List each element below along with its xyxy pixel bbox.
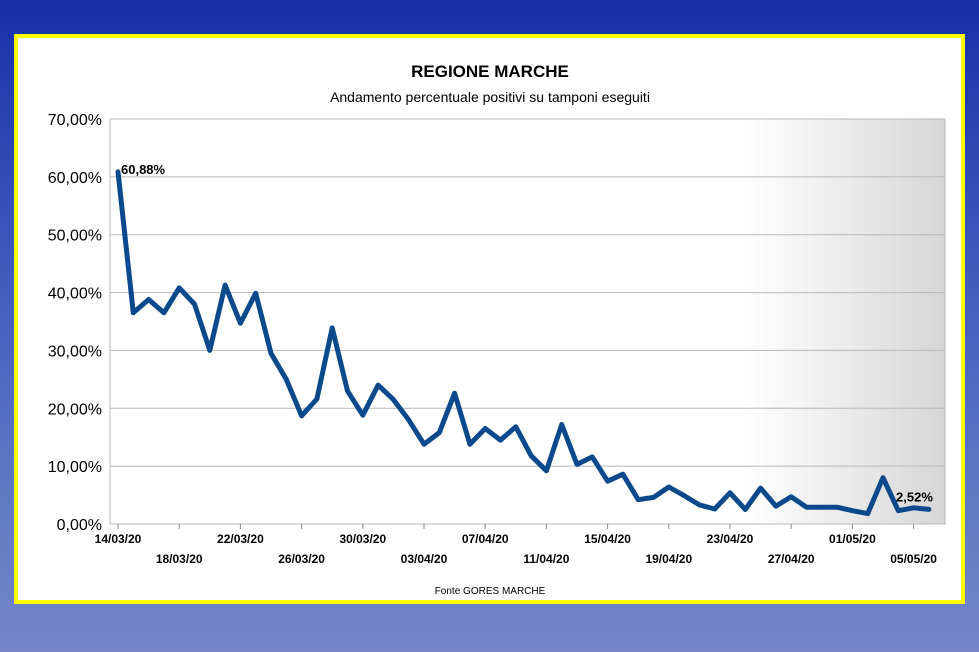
x-tick-label: 27/04/20 <box>768 552 815 566</box>
y-tick-label: 10,00% <box>48 459 102 476</box>
y-tick-label: 50,00% <box>48 228 102 245</box>
plot-area <box>109 118 946 525</box>
y-tick-label: 60,00% <box>48 170 102 187</box>
x-tick-label: 15/04/20 <box>584 532 631 546</box>
y-tick-label: 70,00% <box>48 112 102 129</box>
x-tick-label: 01/05/20 <box>829 532 876 546</box>
y-tick-label: 40,00% <box>48 286 102 303</box>
x-tick-label: 07/04/20 <box>462 532 509 546</box>
x-tick-label: 03/04/20 <box>401 552 448 566</box>
x-tick-label: 19/04/20 <box>645 552 692 566</box>
y-tick-label: 30,00% <box>48 343 102 360</box>
y-axis-ticks: 0,00% 10,00% 20,00% 30,00% 40,00% 50,00% 60,00… <box>48 112 102 534</box>
x-tick-label: 23/04/20 <box>707 532 754 546</box>
chart-title: REGIONE MARCHE <box>411 62 569 81</box>
x-tick-label: 14/03/20 <box>95 532 142 546</box>
x-tick-label: 30/03/20 <box>339 532 386 546</box>
chart-subtitle: Andamento percentuale positivi su tampon… <box>330 89 650 105</box>
data-labels: 60,88% 2,52% <box>121 162 933 505</box>
data-label: 2,52% <box>896 489 933 504</box>
chart-panel: REGIONE MARCHE Andamento percentuale pos… <box>14 34 965 604</box>
x-tick-label: 18/03/20 <box>156 552 203 566</box>
series-group <box>115 169 932 517</box>
data-label: 60,88% <box>121 162 166 177</box>
x-tick-label: 05/05/20 <box>890 552 937 566</box>
x-axis-ticks: 14/03/20 22/03/20 30/03/20 07/04/20 15/04/20… <box>95 524 937 566</box>
x-tick-label: 22/03/20 <box>217 532 264 546</box>
line-chart: REGIONE MARCHE Andamento percentuale pos… <box>48 62 946 597</box>
y-tick-label: 0,00% <box>57 517 102 534</box>
y-tick-label: 20,00% <box>48 401 102 418</box>
x-tick-label: 26/03/20 <box>278 552 325 566</box>
grid-lines <box>110 118 945 525</box>
x-tick-label: 11/04/20 <box>523 552 569 566</box>
series-line <box>115 169 932 517</box>
source-note: Fonte GORES MARCHE <box>435 586 546 597</box>
